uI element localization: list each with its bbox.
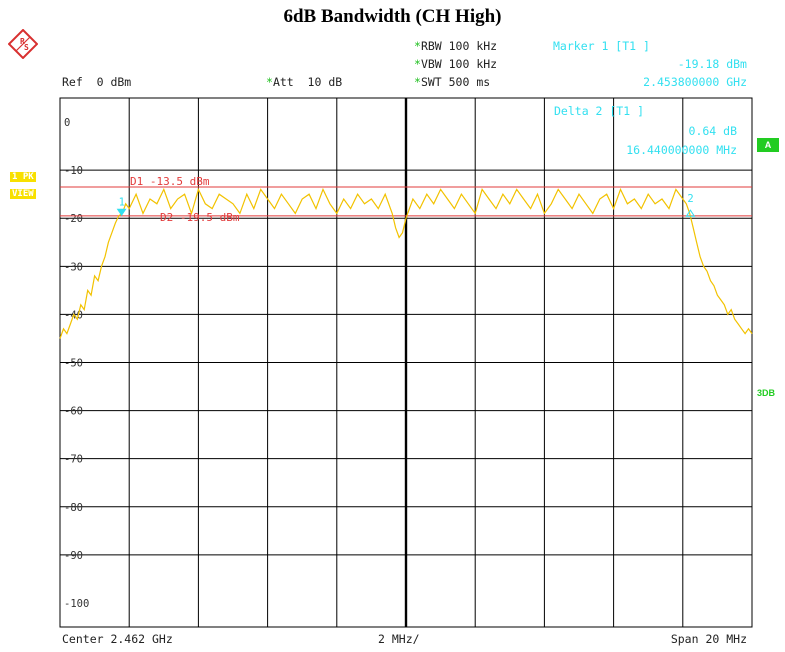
y-tick-label: 0	[64, 117, 70, 129]
span-readout: Span 20 MHz	[671, 632, 747, 646]
y-tick-label: -100	[64, 598, 89, 610]
y-tick-label: -70	[64, 454, 83, 466]
delta2-frequency: 16.440000000 MHz	[626, 143, 737, 157]
marker-number: 1	[119, 196, 125, 208]
y-tick-label: -10	[64, 165, 83, 177]
marker-number: 2	[687, 193, 693, 205]
span-per-division: 2 MHz/	[378, 632, 420, 646]
delta2-level: 0.64 dB	[689, 124, 737, 138]
y-tick-label: -90	[64, 550, 83, 562]
y-tick-label: -80	[64, 502, 83, 514]
display-line-label: D1 -13.5 dBm	[130, 175, 210, 188]
y-tick-label: -20	[64, 213, 83, 225]
delta2-label: Delta 2 [T1 ]	[554, 104, 644, 118]
y-tick-label: -60	[64, 406, 83, 418]
center-frequency: Center 2.462 GHz	[62, 632, 173, 646]
display-line-label: D2 -19.5 dBm	[160, 211, 240, 224]
y-tick-label: -30	[64, 261, 83, 273]
y-tick-label: -50	[64, 358, 83, 370]
